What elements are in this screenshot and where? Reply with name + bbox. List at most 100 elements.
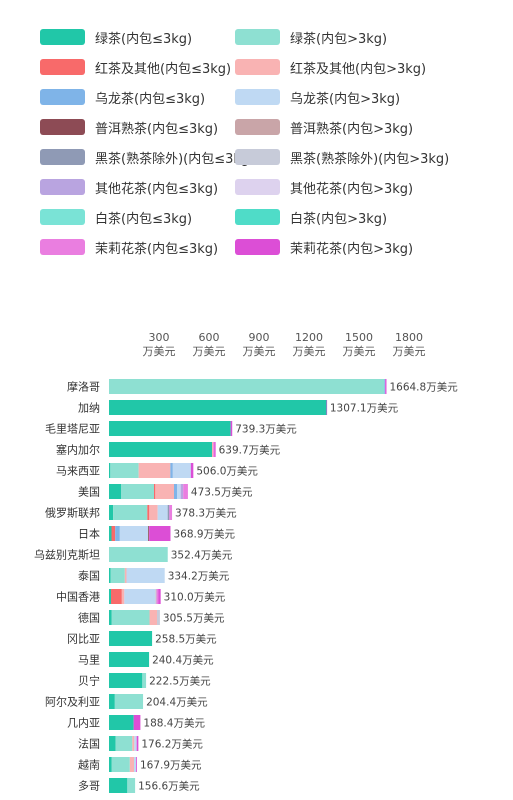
value-label: 222.5万美元	[149, 675, 211, 688]
bar-segment	[124, 568, 127, 583]
legend-item: 黑茶(熟茶除外)(内包≤3kg)	[40, 142, 254, 172]
value-label: 1664.8万美元	[389, 381, 458, 394]
bar-segment	[109, 631, 153, 646]
legend-label: 白茶(内包>3kg)	[290, 211, 388, 227]
category-label: 阿尔及利亚	[45, 696, 100, 709]
bar-segment	[158, 589, 161, 604]
value-label: 258.5万美元	[155, 633, 217, 646]
legend-label: 普洱熟茶(内包>3kg)	[290, 121, 414, 137]
category-label: 塞内加尔	[56, 443, 100, 457]
legend-item: 白茶(内包≤3kg)	[40, 202, 235, 232]
legend-label: 绿茶(内包>3kg)	[290, 31, 388, 47]
x-tick-unit: 万美元	[343, 345, 376, 358]
bar-segment	[109, 484, 121, 499]
bar-segment	[384, 379, 386, 394]
bar-segment	[134, 736, 137, 751]
legend-item: 绿茶(内包≤3kg)	[40, 22, 235, 52]
bar-segment	[109, 463, 111, 478]
bar-segment	[109, 736, 116, 751]
legend-label: 乌龙茶(内包≤3kg)	[95, 91, 206, 107]
bar-segment	[109, 694, 115, 709]
bar-segment	[190, 463, 194, 478]
bar-segment	[110, 463, 139, 478]
legend-swatch	[235, 29, 280, 45]
bar-area	[109, 379, 387, 793]
value-label: 240.4万美元	[152, 654, 214, 667]
bar-segment	[134, 757, 137, 772]
x-tick-label: 1800	[395, 331, 423, 344]
value-label: 473.5万美元	[191, 486, 253, 499]
bar-segment	[109, 442, 212, 457]
legend-item: 乌龙茶(内包>3kg)	[235, 82, 500, 112]
legend-item: 其他花茶(内包>3kg)	[235, 172, 500, 202]
bar-segment	[110, 568, 125, 583]
legend-swatch	[40, 239, 85, 255]
bar-segment	[167, 505, 170, 520]
value-label: 334.2万美元	[168, 570, 230, 583]
bar-segment	[157, 610, 160, 625]
category-label: 越南	[78, 758, 100, 772]
x-tick-unit: 万美元	[393, 345, 426, 358]
category-label: 加纳	[78, 402, 100, 415]
bar-segment	[136, 757, 137, 772]
bar-segment	[214, 442, 216, 457]
value-label: 352.4万美元	[171, 549, 233, 562]
category-label: 马里	[78, 654, 100, 667]
bar-segment	[154, 484, 156, 499]
x-tick-label: 1500	[345, 331, 373, 344]
bar-segment	[109, 505, 114, 520]
category-label: 摩洛哥	[67, 380, 100, 394]
bar-segment	[169, 505, 173, 520]
legend-item: 乌龙茶(内包≤3kg)	[40, 82, 235, 112]
bar-segment	[148, 526, 150, 541]
value-label: 305.5万美元	[163, 612, 225, 625]
bar-segment	[132, 736, 135, 751]
x-tick-unit: 万美元	[243, 345, 276, 358]
legend-label: 红茶及其他(内包≤3kg)	[95, 61, 232, 77]
legend-swatch	[40, 119, 85, 135]
bar-segment	[213, 442, 215, 457]
legend-swatch	[40, 59, 85, 75]
bar-segment	[147, 505, 150, 520]
legend-item: 茉莉花茶(内包≤3kg)	[40, 232, 235, 262]
bar-segment	[109, 610, 112, 625]
category-label: 中国香港	[56, 591, 100, 604]
category-label: 几内亚	[67, 716, 100, 730]
bar-segment	[138, 463, 171, 478]
legend-swatch	[235, 209, 280, 225]
bar-segment	[111, 526, 116, 541]
bar-segment	[180, 484, 184, 499]
legend-item: 其他花茶(内包≤3kg)	[40, 172, 235, 202]
legend-swatch	[235, 59, 280, 75]
bar-segment	[157, 505, 168, 520]
legend-label: 茉莉花茶(内包>3kg)	[290, 241, 414, 257]
legend-item: 白茶(内包>3kg)	[235, 202, 500, 232]
bar-segment	[109, 652, 150, 667]
bar-segment	[149, 610, 157, 625]
legend-label: 白茶(内包≤3kg)	[95, 211, 193, 227]
bar-segment	[136, 736, 139, 751]
bar-segment	[115, 736, 133, 751]
bar-segment	[149, 526, 171, 541]
category-label: 贝宁	[78, 674, 100, 688]
legend-label: 黑茶(熟茶除外)(内包>3kg)	[290, 151, 450, 167]
bar-segment	[127, 778, 136, 793]
category-label: 俄罗斯联邦	[45, 507, 100, 520]
bar-segment	[109, 379, 385, 394]
chart-legend: 绿茶(内包≤3kg) 绿茶(内包>3kg) 红茶及其他(内包≤3kg) 红茶及其他(内…	[40, 22, 500, 262]
bar-segment	[385, 379, 387, 394]
value-label: 739.3万美元	[235, 423, 297, 436]
x-tick-unit: 万美元	[293, 345, 326, 358]
bar-segment	[111, 589, 122, 604]
bar-segment	[109, 568, 111, 583]
bar-segment	[114, 694, 144, 709]
x-tick-label: 300	[149, 331, 170, 344]
legend-item: 红茶及其他(内包>3kg)	[235, 52, 500, 82]
legend-swatch	[40, 149, 85, 165]
x-tick-label: 1200	[295, 331, 323, 344]
legend-swatch	[235, 239, 280, 255]
bar-segment	[109, 547, 168, 562]
category-label: 德国	[78, 611, 100, 625]
value-label: 188.4万美元	[143, 717, 205, 730]
